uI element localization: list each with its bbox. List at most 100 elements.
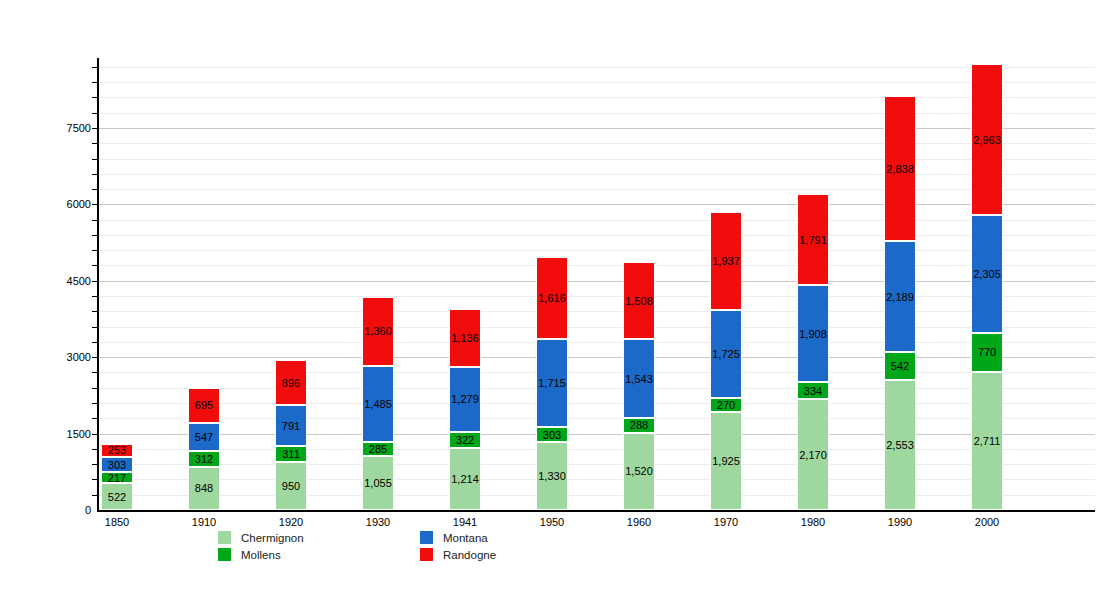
- y-axis-tick: [92, 388, 97, 389]
- gridline-minor: [99, 159, 1095, 160]
- legend-item-mollens: Mollens: [218, 548, 373, 561]
- bar-value-label: 896: [282, 377, 300, 388]
- bar-value-label: 270: [717, 400, 735, 411]
- gridline-minor: [99, 449, 1095, 450]
- legend-label: Chermignon: [241, 532, 304, 544]
- bar-value-label: 1,543: [625, 373, 653, 384]
- bar-value-label: 1,136: [451, 332, 479, 343]
- y-axis-tick: [92, 189, 97, 190]
- bar-value-label: 1,925: [712, 455, 740, 466]
- legend-swatch-chermignon: [218, 531, 231, 544]
- bar-value-label: 1,908: [799, 328, 827, 339]
- gridline-minor: [99, 311, 1095, 312]
- gridline-minor: [99, 189, 1095, 190]
- gridline-minor: [99, 403, 1095, 404]
- y-axis-tick: [92, 67, 97, 68]
- bar-value-label: 1,055: [364, 478, 392, 489]
- bar-value-label: 2,711: [974, 435, 1001, 446]
- x-axis-tick-label: 1990: [888, 516, 912, 528]
- legend-label: Mollens: [241, 549, 281, 561]
- x-axis-tick-label: 2000: [975, 516, 999, 528]
- y-axis-tick: [92, 235, 97, 236]
- bar-value-label: 1,330: [538, 471, 566, 482]
- legend-label: Randogne: [443, 549, 496, 561]
- y-axis-tick: [92, 82, 97, 83]
- bar-value-label: 1,279: [451, 394, 479, 405]
- bar-value-label: 770: [978, 347, 996, 358]
- y-axis-tick: [92, 311, 97, 312]
- legend: Chermignon Mollens Montana Randogne: [218, 531, 575, 561]
- y-axis-tick-label: 1500: [31, 428, 91, 440]
- bar-value-label: 791: [282, 420, 300, 431]
- y-axis-tick-label: 3000: [31, 351, 91, 363]
- legend-label: Montana: [443, 532, 488, 544]
- legend-item-montana: Montana: [420, 531, 575, 544]
- bar-value-label: 1,715: [538, 378, 566, 389]
- x-axis-tick-label: 1920: [279, 516, 303, 528]
- gridline-minor: [99, 464, 1095, 465]
- bar-value-label: 285: [369, 443, 387, 454]
- y-axis-tick-label: 6000: [31, 198, 91, 210]
- bar-value-label: 2,189: [886, 291, 914, 302]
- bar-value-label: 1,616: [538, 293, 566, 304]
- gridline-major: [99, 204, 1095, 205]
- legend-column: Chermignon Mollens: [218, 531, 373, 561]
- y-axis-tick: [92, 342, 97, 343]
- bar-value-label: 1,360: [364, 326, 392, 337]
- y-axis-tick: [92, 113, 97, 114]
- plot-area: 0150030004500600075005222173032531850848…: [97, 58, 1095, 512]
- bar-value-label: 1,725: [712, 349, 740, 360]
- x-axis-tick-label: 1850: [105, 516, 129, 528]
- bar-value-label: 2,553: [886, 439, 914, 450]
- bar-value-label: 2,963: [973, 134, 1001, 145]
- bar-value-label: 542: [891, 361, 909, 372]
- y-axis-tick: [92, 159, 97, 160]
- y-axis-tick: [92, 204, 97, 205]
- bar-value-label: 1,485: [364, 398, 392, 409]
- gridline-minor: [99, 372, 1095, 373]
- y-axis-tick-label: 4500: [31, 275, 91, 287]
- bar-value-label: 217: [108, 472, 126, 483]
- gridline-minor: [99, 67, 1095, 68]
- legend-swatch-randogne: [420, 548, 433, 561]
- bar-value-label: 2,838: [886, 163, 914, 174]
- gridline-major: [99, 128, 1095, 129]
- y-axis-tick: [92, 265, 97, 266]
- bar-value-label: 1,520: [625, 466, 653, 477]
- x-axis-tick-label: 1941: [453, 516, 477, 528]
- bar-value-label: 522: [108, 491, 126, 502]
- legend-swatch-montana: [420, 531, 433, 544]
- y-axis-tick: [92, 128, 97, 129]
- bar-value-label: 303: [108, 459, 126, 470]
- bar-value-label: 695: [195, 400, 213, 411]
- bar-value-label: 1,791: [799, 234, 827, 245]
- gridline-minor: [99, 143, 1095, 144]
- gridline-minor: [99, 342, 1095, 343]
- gridline-minor: [99, 97, 1095, 98]
- gridline-minor: [99, 418, 1095, 419]
- bar-value-label: 1,937: [712, 255, 740, 266]
- y-axis-tick: [92, 220, 97, 221]
- bar-value-label: 2,305: [973, 268, 1001, 279]
- bar-value-label: 547: [195, 431, 213, 442]
- gridline-minor: [99, 388, 1095, 389]
- legend-swatch-mollens: [218, 548, 231, 561]
- y-axis-tick: [92, 449, 97, 450]
- gridline-minor: [99, 235, 1095, 236]
- y-axis-tick: [92, 296, 97, 297]
- legend-item-randogne: Randogne: [420, 548, 575, 561]
- gridline-minor: [99, 220, 1095, 221]
- bar-value-label: 1,508: [625, 295, 653, 306]
- y-axis-tick: [92, 434, 97, 435]
- x-axis-tick-label: 1950: [540, 516, 564, 528]
- gridline-minor: [99, 479, 1095, 480]
- bar-value-label: 950: [282, 480, 300, 491]
- gridline-minor: [99, 296, 1095, 297]
- bar-value-label: 848: [195, 483, 213, 494]
- bar-value-label: 334: [804, 385, 822, 396]
- gridline-minor: [99, 82, 1095, 83]
- y-axis-tick: [92, 479, 97, 480]
- gridline-minor: [99, 265, 1095, 266]
- x-axis-tick-label: 1970: [714, 516, 738, 528]
- population-chart: 0150030004500600075005222173032531850848…: [0, 0, 1100, 600]
